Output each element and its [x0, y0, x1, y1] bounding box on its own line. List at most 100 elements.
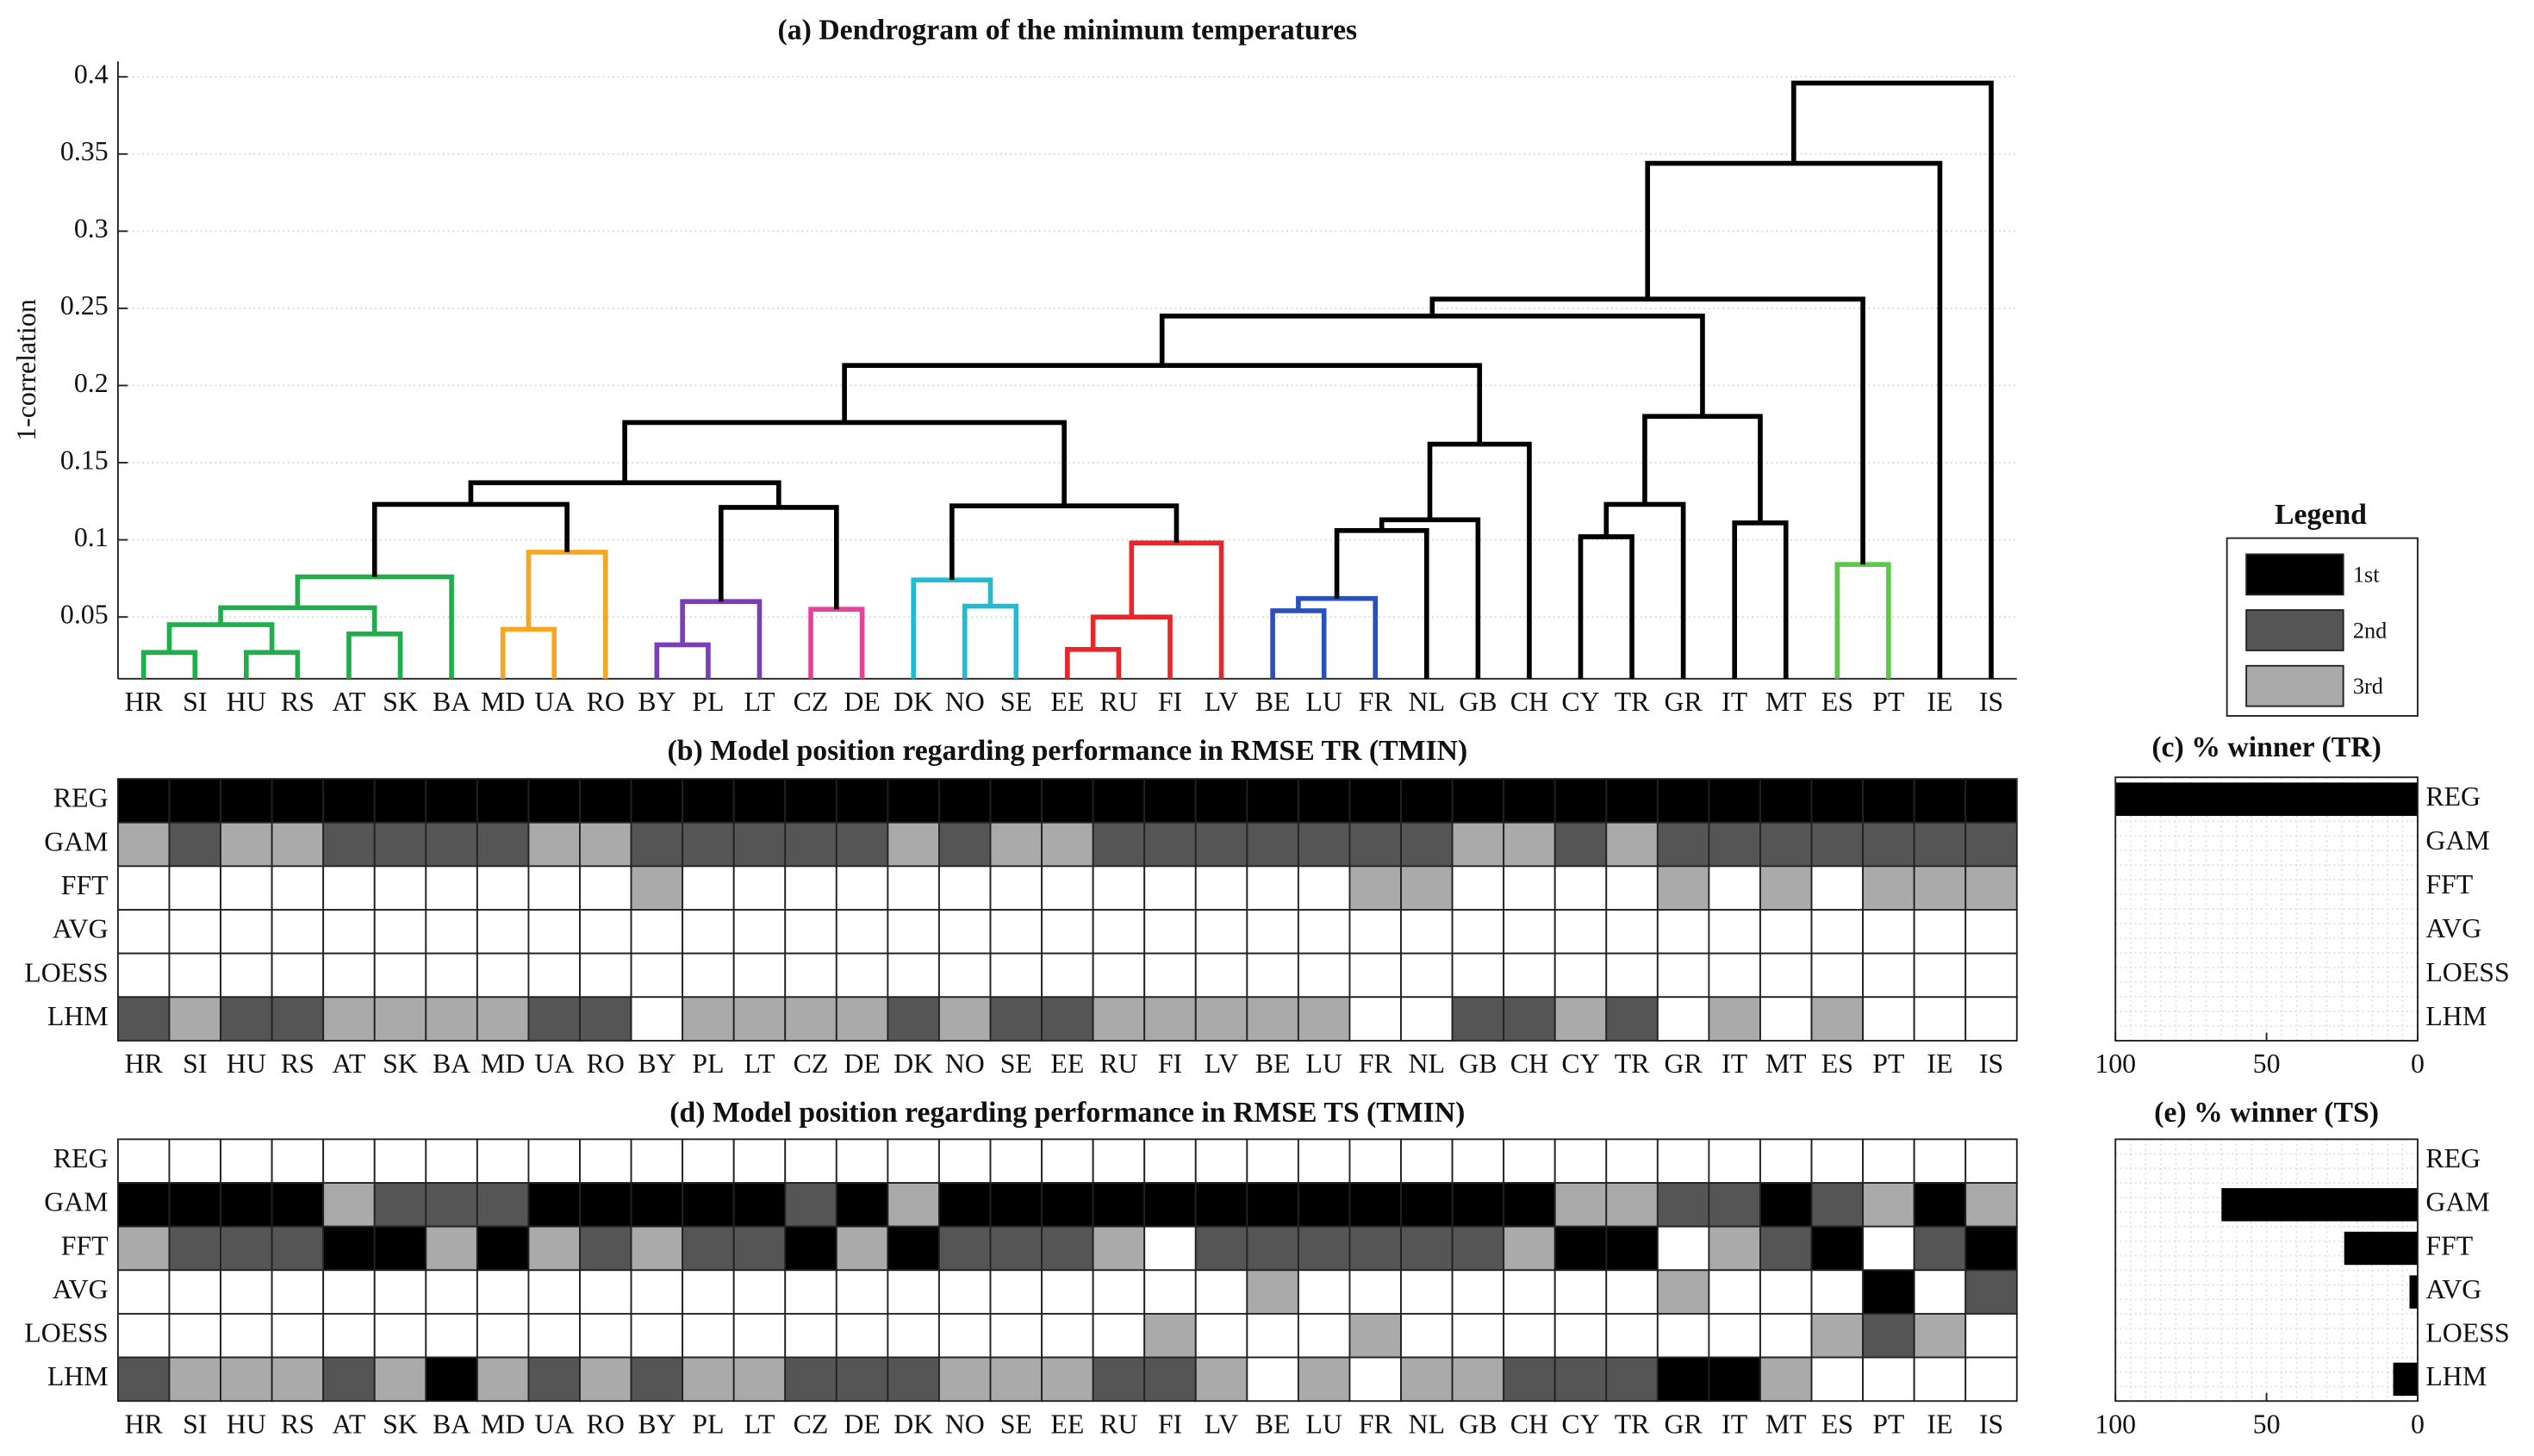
- cell: [682, 996, 735, 1042]
- cell: [1194, 996, 1248, 1042]
- cell: [682, 778, 735, 824]
- cell: [1092, 821, 1146, 868]
- y-axis-label: 1-correlation: [11, 299, 41, 441]
- cell: [1041, 1356, 1094, 1403]
- empty-cell: [682, 865, 735, 911]
- cell: [322, 996, 376, 1042]
- x-tick-label: LU: [1305, 1048, 1342, 1079]
- x-tick-label: RS: [281, 687, 314, 717]
- empty-cell: [271, 909, 325, 955]
- row-label: GAM: [44, 1187, 108, 1217]
- dendrogram-link: [1334, 528, 1429, 679]
- x-tick-label: PL: [692, 687, 724, 717]
- empty-cell: [1656, 996, 1710, 1042]
- cell: [989, 778, 1043, 824]
- empty-cell: [1964, 952, 2018, 999]
- empty-cell: [476, 865, 530, 911]
- dendrogram-link: [1429, 296, 1865, 565]
- x-tick-label: FR: [1359, 1048, 1393, 1079]
- empty-cell: [116, 865, 171, 911]
- legend-label: 3rd: [2353, 674, 2383, 699]
- empty-cell: [373, 1312, 427, 1359]
- y-tick-label: 0.3: [74, 214, 109, 244]
- empty-cell: [1194, 865, 1248, 911]
- cell: [1913, 1312, 1967, 1359]
- x-tick-label: IS: [1979, 1048, 2003, 1079]
- empty-cell: [938, 1138, 992, 1184]
- empty-cell: [732, 1269, 787, 1315]
- empty-cell: [476, 1312, 530, 1359]
- cell: [116, 1225, 171, 1272]
- empty-cell: [784, 1269, 837, 1315]
- y-tick-label: LHM: [2425, 1361, 2487, 1391]
- x-tick-label: BA: [433, 687, 470, 717]
- cell: [1553, 778, 1608, 824]
- cell: [1194, 1356, 1248, 1403]
- cell: [682, 1356, 735, 1403]
- empty-cell: [1297, 952, 1351, 999]
- cell: [887, 1356, 940, 1403]
- empty-cell: [322, 1269, 376, 1315]
- empty-cell: [1759, 952, 1813, 999]
- x-tick-label: NO: [945, 1409, 985, 1440]
- x-tick-label: IS: [1979, 687, 2003, 717]
- cell: [784, 996, 837, 1042]
- axes-box: [2114, 776, 2419, 1042]
- empty-cell: [1400, 1269, 1454, 1315]
- cell: [732, 1356, 787, 1403]
- cell: [989, 1225, 1043, 1272]
- x-tick-label: GR: [1664, 1409, 1703, 1440]
- empty-cell: [1246, 909, 1299, 955]
- cell: [373, 1225, 427, 1272]
- empty-cell: [1400, 996, 1454, 1042]
- cell: [1194, 1182, 1248, 1228]
- empty-cell: [1503, 909, 1556, 955]
- cell: [1246, 1225, 1299, 1272]
- empty-cell: [220, 1269, 273, 1315]
- x-tick-label: 0: [2411, 1048, 2425, 1079]
- empty-cell: [220, 1312, 273, 1359]
- cell: [1656, 1182, 1710, 1228]
- cell: [1913, 865, 1967, 911]
- x-tick-label: 50: [2253, 1048, 2281, 1079]
- cell: [1143, 778, 1197, 824]
- x-tick-label: BE: [1255, 687, 1291, 717]
- empty-cell: [1708, 865, 1761, 911]
- cell: [168, 778, 221, 824]
- cell: [1913, 1225, 1967, 1272]
- empty-cell: [1400, 1138, 1454, 1184]
- x-tick-label: NL: [1409, 687, 1446, 717]
- cell: [1297, 1225, 1351, 1272]
- cell: [220, 996, 273, 1042]
- empty-cell: [168, 865, 221, 911]
- row-label: AVG: [53, 1274, 109, 1304]
- cell: [630, 1225, 684, 1272]
- empty-cell: [1810, 1356, 1865, 1403]
- cell: [938, 821, 992, 868]
- row-label: LHM: [47, 1361, 109, 1391]
- empty-cell: [1451, 1269, 1505, 1315]
- x-tick-label: LU: [1305, 687, 1342, 717]
- empty-cell: [1246, 865, 1299, 911]
- empty-cell: [579, 1269, 632, 1315]
- cell: [1708, 778, 1761, 824]
- x-tick-label: CY: [1561, 1409, 1599, 1440]
- cell: [1862, 1182, 1915, 1228]
- dendrogram-link: [371, 501, 570, 577]
- empty-cell: [220, 865, 273, 911]
- x-tick-label: EE: [1050, 1409, 1084, 1440]
- cell: [938, 1225, 992, 1272]
- cell: [1451, 821, 1505, 868]
- x-tick-label: FI: [1158, 687, 1182, 717]
- x-tick-label: RU: [1099, 1409, 1137, 1440]
- cell: [1348, 1312, 1402, 1359]
- empty-cell: [1553, 865, 1608, 911]
- empty-cell: [1964, 1138, 2018, 1184]
- cell: [271, 821, 325, 868]
- x-tick-label: HU: [227, 1409, 266, 1440]
- empty-cell: [1503, 952, 1556, 999]
- empty-cell: [1400, 952, 1454, 999]
- x-tick-label: LT: [744, 687, 775, 717]
- cell: [1503, 996, 1556, 1042]
- cell: [1297, 821, 1351, 868]
